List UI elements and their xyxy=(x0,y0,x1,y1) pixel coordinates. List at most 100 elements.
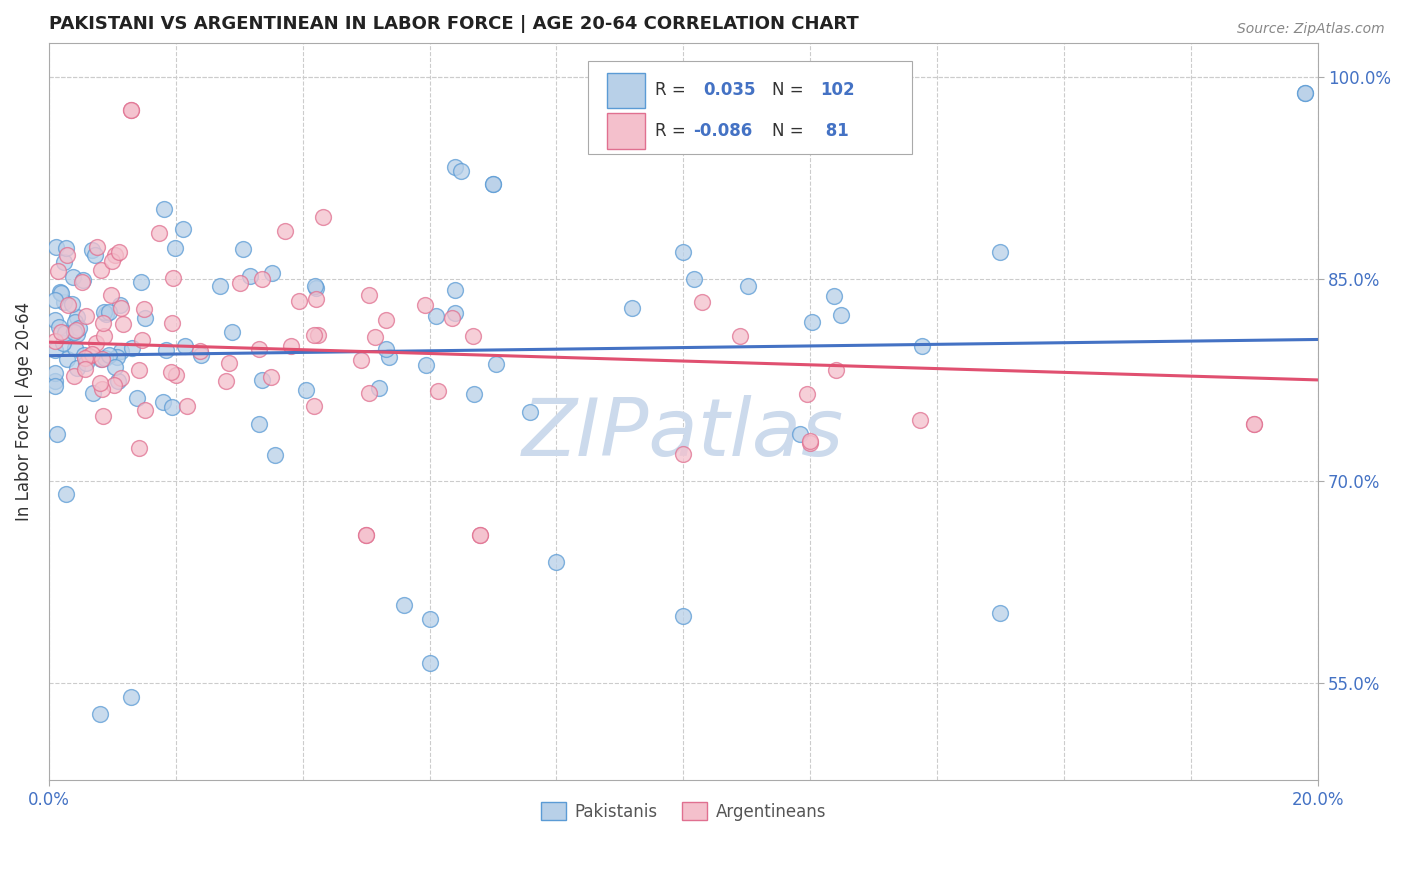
Point xyxy=(134,402,156,417)
Point xyxy=(66,360,89,375)
Point xyxy=(110,344,132,359)
Point xyxy=(82,386,104,401)
Point xyxy=(229,276,252,290)
Point xyxy=(70,275,93,289)
Point xyxy=(48,319,70,334)
Point xyxy=(485,357,508,371)
Point xyxy=(105,350,128,364)
Text: PAKISTANI VS ARGENTINEAN IN LABOR FORCE | AGE 20-64 CORRELATION CHART: PAKISTANI VS ARGENTINEAN IN LABOR FORCE … xyxy=(49,15,859,33)
Point xyxy=(80,243,103,257)
Text: N =: N = xyxy=(772,122,808,140)
Point xyxy=(160,316,183,330)
Point xyxy=(131,333,153,347)
Point xyxy=(110,301,132,315)
Point xyxy=(247,417,270,431)
Point xyxy=(73,351,96,365)
Point xyxy=(280,339,302,353)
Point xyxy=(162,400,184,414)
Point xyxy=(413,297,436,311)
Point xyxy=(990,606,1012,620)
Point xyxy=(546,555,568,569)
Point xyxy=(60,297,83,311)
Point xyxy=(93,329,115,343)
Legend: Pakistanis, Argentineans: Pakistanis, Argentineans xyxy=(534,796,832,827)
Text: R =: R = xyxy=(655,81,692,99)
Point xyxy=(100,253,122,268)
Point xyxy=(56,298,79,312)
Point xyxy=(354,528,377,542)
Point xyxy=(419,611,441,625)
Point xyxy=(165,368,187,383)
Point xyxy=(302,327,325,342)
Point xyxy=(215,375,238,389)
Point xyxy=(91,409,114,424)
Point xyxy=(94,307,117,321)
Point xyxy=(247,342,270,356)
Point xyxy=(621,301,644,316)
Point xyxy=(148,227,170,241)
Point xyxy=(482,178,505,192)
Point xyxy=(470,528,492,542)
Point xyxy=(1243,417,1265,432)
Point xyxy=(218,356,240,370)
Point xyxy=(823,289,845,303)
Point xyxy=(160,365,183,379)
Point xyxy=(152,395,174,409)
Point xyxy=(98,305,121,319)
Point xyxy=(86,240,108,254)
Point xyxy=(44,343,66,358)
Point xyxy=(209,278,232,293)
Point xyxy=(90,352,112,367)
Point xyxy=(72,273,94,287)
Point xyxy=(80,346,103,360)
Point xyxy=(110,371,132,385)
Point xyxy=(1243,417,1265,432)
Point xyxy=(94,351,117,366)
Point xyxy=(53,255,76,269)
Point xyxy=(44,293,66,308)
Y-axis label: In Labor Force | Age 20-64: In Labor Force | Age 20-64 xyxy=(15,302,32,521)
Text: N =: N = xyxy=(772,81,808,99)
Point xyxy=(444,160,467,174)
Point xyxy=(789,426,811,441)
Point xyxy=(444,283,467,297)
Point xyxy=(1294,86,1316,100)
Point xyxy=(737,278,759,293)
Point xyxy=(128,362,150,376)
Point xyxy=(470,528,492,542)
Point xyxy=(75,356,97,370)
Point xyxy=(49,286,72,301)
Point xyxy=(63,315,86,329)
FancyBboxPatch shape xyxy=(588,62,911,153)
Point xyxy=(305,280,328,294)
Point xyxy=(302,400,325,414)
Point xyxy=(176,399,198,413)
Point xyxy=(307,327,329,342)
Point xyxy=(419,656,441,670)
Point xyxy=(683,272,706,286)
Point xyxy=(800,315,823,329)
Point xyxy=(174,338,197,352)
Point xyxy=(91,317,114,331)
Text: ZIPatlas: ZIPatlas xyxy=(522,395,845,473)
Point xyxy=(415,359,437,373)
Point xyxy=(49,326,72,340)
Point xyxy=(672,244,695,259)
Point xyxy=(450,164,472,178)
Point xyxy=(427,384,450,399)
Point xyxy=(65,326,87,341)
Point xyxy=(134,310,156,325)
Point xyxy=(55,241,77,255)
Point xyxy=(672,608,695,623)
Point xyxy=(690,295,713,310)
Point xyxy=(363,329,385,343)
Point xyxy=(49,285,72,299)
Point xyxy=(97,348,120,362)
Point xyxy=(56,248,79,262)
Point xyxy=(461,329,484,343)
Point xyxy=(799,436,821,450)
Point xyxy=(120,690,142,704)
Point xyxy=(441,310,464,325)
Point xyxy=(392,598,415,612)
Point xyxy=(378,351,401,365)
